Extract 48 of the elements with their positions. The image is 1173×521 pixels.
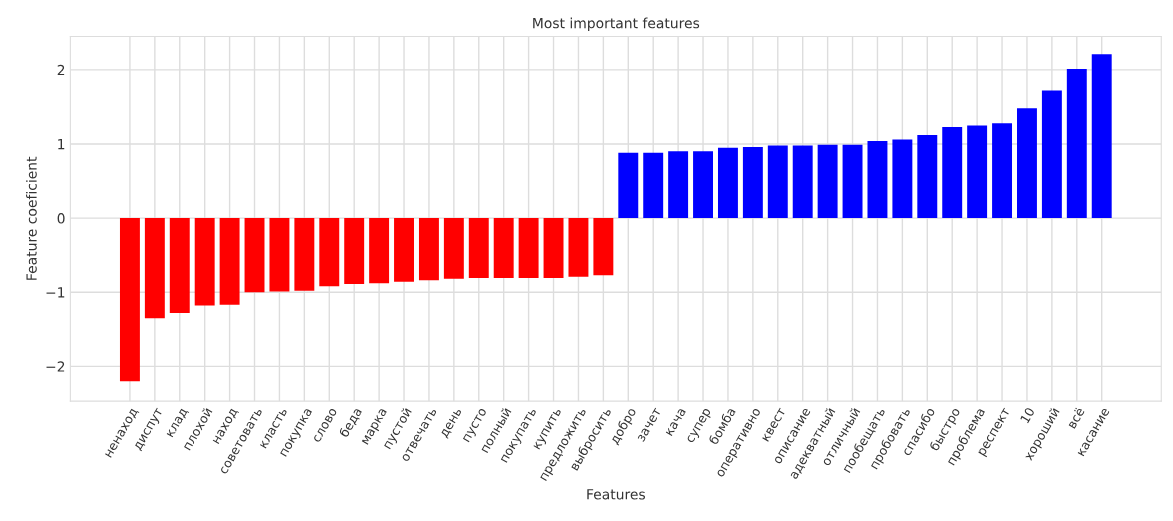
bar [294, 218, 315, 291]
bar [992, 123, 1013, 219]
bar [942, 126, 963, 219]
y-tick-label: 1 [58, 139, 65, 150]
bar [319, 218, 340, 287]
bar [892, 139, 913, 219]
bar [194, 218, 215, 306]
bar [394, 218, 414, 282]
bar [917, 135, 938, 219]
bar [717, 147, 738, 219]
bar [1017, 108, 1037, 219]
bar [593, 218, 614, 276]
y-tick-label: 2 [57, 64, 65, 76]
bar [344, 218, 365, 285]
bar [468, 218, 489, 279]
bar [119, 218, 140, 382]
bar [618, 152, 639, 219]
bar [817, 144, 838, 219]
bar [1041, 90, 1062, 219]
y-tick-label: −2 [46, 361, 65, 372]
bar [418, 218, 439, 281]
y-tick-label: 0 [57, 213, 65, 224]
bar [518, 218, 539, 279]
chart-title: Most important features [533, 17, 700, 32]
bar [842, 144, 863, 219]
bar [219, 218, 240, 305]
bar [269, 218, 290, 292]
bar [742, 146, 763, 219]
bar [693, 151, 713, 219]
bar [792, 145, 813, 219]
bar [144, 218, 165, 319]
bar [867, 140, 888, 219]
bar [668, 151, 689, 219]
bar [244, 218, 265, 293]
x-axis-title: Features [587, 489, 645, 500]
bar [1066, 69, 1087, 219]
bar [443, 218, 464, 279]
bar [568, 218, 589, 277]
bar [767, 145, 788, 219]
y-axis-title: Feature coeficient [26, 156, 37, 280]
bar [493, 218, 514, 279]
bar [967, 125, 988, 219]
bar [169, 218, 190, 313]
bar [643, 152, 664, 219]
y-tick-label: −1 [46, 287, 65, 298]
bar [369, 218, 390, 284]
bar [1091, 54, 1112, 219]
bar [543, 218, 564, 279]
